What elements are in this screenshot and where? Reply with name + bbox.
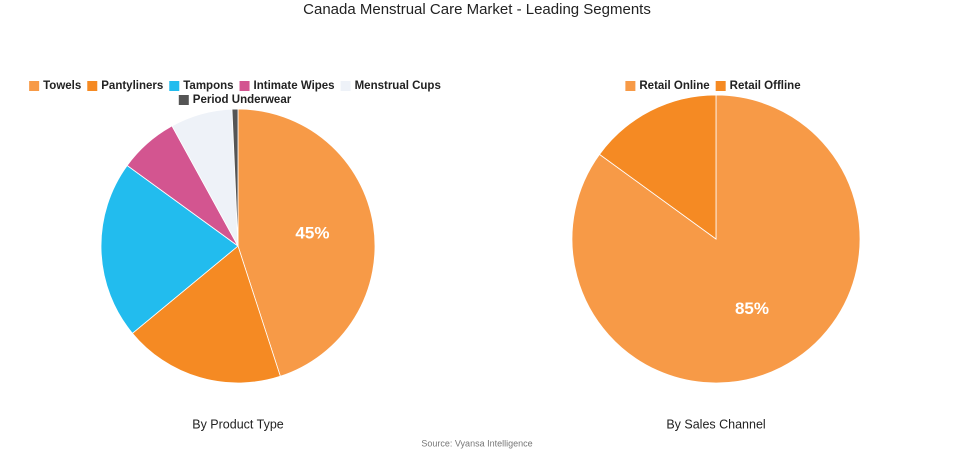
legend-swatch xyxy=(340,81,351,91)
pie-slice xyxy=(131,245,281,384)
legend-label: Tampons xyxy=(183,80,233,92)
legend-swatch xyxy=(87,81,98,91)
legend-label: Intimate Wipes xyxy=(254,80,335,92)
legend-swatch xyxy=(239,81,250,91)
pie-slice xyxy=(598,94,717,240)
chart-subtitle: By Sales Channel xyxy=(666,417,765,431)
source: Source: Vyansa Intelligence xyxy=(421,438,532,448)
legend-label: Towels xyxy=(43,80,81,92)
chart-title: Canada Menstrual Care Market - Leading S… xyxy=(303,1,651,18)
legend-label: Retail Online xyxy=(639,80,709,92)
value-label: 85% xyxy=(735,299,769,318)
legend-label: Menstrual Cups xyxy=(355,80,441,92)
pie-slice xyxy=(571,94,861,384)
legend-swatch xyxy=(715,81,726,91)
pie-slice xyxy=(231,108,239,247)
legend-label: Pantyliners xyxy=(101,80,163,92)
pie-slice xyxy=(237,108,376,377)
value-label: 45% xyxy=(295,224,329,243)
legend-swatch xyxy=(169,81,180,91)
legend-swatch xyxy=(29,81,40,91)
legend-swatch xyxy=(625,81,636,91)
pie-slice xyxy=(100,164,239,334)
legend-swatch xyxy=(178,95,189,105)
legend-label: Retail Offline xyxy=(730,80,801,92)
legend-label: Period Underwear xyxy=(193,94,292,106)
chart-subtitle: By Product Type xyxy=(192,417,284,431)
